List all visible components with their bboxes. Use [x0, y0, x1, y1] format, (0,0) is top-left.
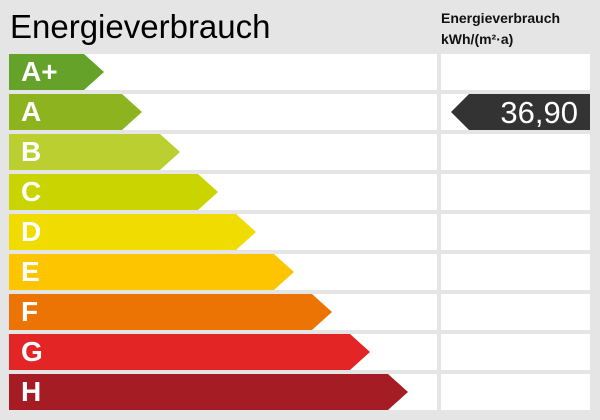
class-arrow: D [9, 214, 256, 250]
class-row: D [9, 214, 437, 250]
unit-label-line1: Energieverbrauch [441, 10, 561, 26]
class-arrow: F [9, 294, 332, 330]
class-arrow: E [9, 254, 294, 290]
class-row: E [9, 254, 437, 290]
class-row: A+ [9, 54, 437, 90]
value-cell [441, 294, 590, 330]
value-cell [441, 374, 590, 410]
value-cell: 36,90 [441, 94, 590, 130]
value-cell [441, 214, 590, 250]
value-marker: 36,90 [451, 94, 590, 130]
class-arrow: A [9, 94, 142, 130]
class-row: A [9, 94, 437, 130]
value-cell [441, 134, 590, 170]
class-row: C [9, 174, 437, 210]
class-arrow: B [9, 134, 180, 170]
class-row: H [9, 374, 437, 410]
class-arrow: C [9, 174, 218, 210]
unit-label: Energieverbrauch kWh/(m²·a) [441, 8, 560, 50]
value-cell [441, 174, 590, 210]
value-cell [441, 254, 590, 290]
class-arrow: A+ [9, 54, 104, 90]
class-row: F [9, 294, 437, 330]
class-arrow: G [9, 334, 370, 370]
class-row: G [9, 334, 437, 370]
page-title: Energieverbrauch [10, 8, 271, 45]
class-row: B [9, 134, 437, 170]
value-cell [441, 334, 590, 370]
value-cell [441, 54, 590, 90]
class-arrow: H [9, 374, 408, 410]
unit-label-line2: kWh/(m²·a) [441, 31, 514, 47]
